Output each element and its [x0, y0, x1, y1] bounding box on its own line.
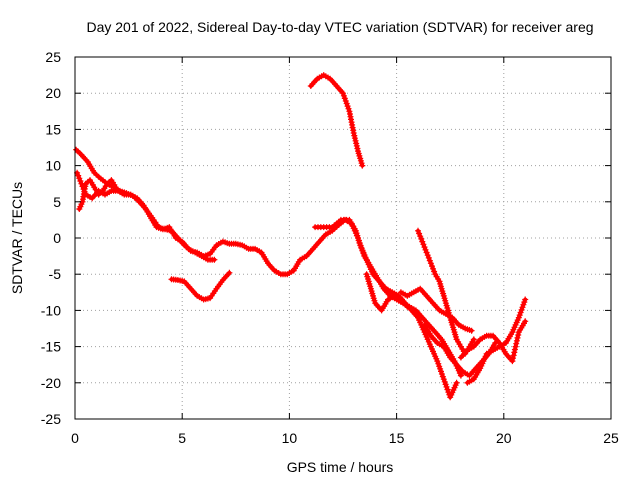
y-tick-label: -15	[41, 339, 61, 355]
series-markers	[168, 269, 233, 303]
x-axis-tick-labels: 0 5 10 15 20 25	[71, 430, 619, 446]
y-tick-label: -25	[41, 411, 61, 427]
y-axis-label: SDTVAR / TECUs	[9, 182, 25, 294]
chart-title: Day 201 of 2022, Sidereal Day-to-day VTE…	[86, 19, 593, 35]
series-arc-11	[464, 296, 529, 386]
y-tick-label: -5	[49, 266, 62, 282]
y-axis-tick-labels: 25 20 15 10 5 0 -5 -10 -15 -20 -25	[41, 49, 61, 427]
data-series-layer	[73, 72, 529, 401]
series-arc-2	[74, 169, 218, 263]
series-arc-1	[73, 146, 464, 379]
x-axis-label: GPS time / hours	[287, 459, 394, 475]
x-tick-label: 0	[71, 430, 79, 446]
y-tick-label: -10	[41, 302, 61, 318]
series-arc-5	[307, 72, 366, 169]
x-tick-label: 20	[496, 430, 512, 446]
y-tick-label: 20	[45, 85, 61, 101]
y-tick-label: 5	[53, 194, 61, 210]
x-tick-label: 25	[603, 430, 619, 446]
x-tick-label: 15	[389, 430, 405, 446]
series-markers	[76, 177, 119, 212]
series-arc-4	[168, 269, 233, 303]
series-markers	[464, 296, 529, 386]
series-arc-12	[457, 318, 529, 365]
series-line	[75, 170, 217, 262]
x-tick-label: 5	[178, 430, 186, 446]
x-tick-label: 10	[282, 430, 298, 446]
grid	[75, 57, 611, 419]
series-markers	[457, 318, 529, 365]
series-markers	[307, 72, 366, 169]
axis-ticks	[74, 56, 612, 420]
series-arc-8	[397, 285, 475, 334]
y-tick-label: 25	[45, 49, 61, 65]
y-tick-label: 0	[53, 230, 61, 246]
series-markers	[363, 271, 411, 314]
series-markers	[74, 169, 218, 263]
series-arc-7	[363, 271, 411, 314]
series-arc-3	[76, 177, 119, 212]
y-tick-label: -20	[41, 375, 61, 391]
series-markers	[73, 146, 464, 379]
y-tick-label: 10	[45, 158, 61, 174]
y-tick-label: 15	[45, 121, 61, 137]
